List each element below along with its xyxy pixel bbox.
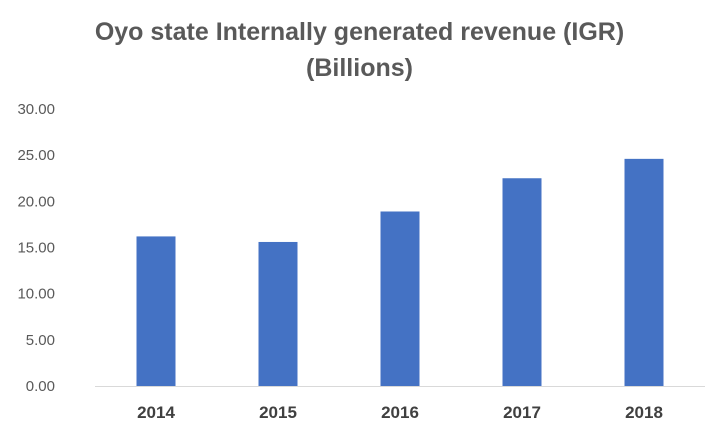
bar	[136, 236, 176, 386]
chart-title-line-2: (Billions)	[306, 54, 413, 82]
y-tick-label: 20.00	[17, 193, 55, 210]
y-tick-label: 10.00	[17, 286, 55, 303]
chart-title: Oyo state Internally generated revenue (…	[0, 14, 719, 86]
x-category-label: 2016	[381, 403, 419, 422]
y-tick-label: 0.00	[26, 378, 55, 395]
y-tick-label: 25.00	[17, 147, 55, 164]
y-tick-label: 5.00	[26, 332, 55, 349]
bar	[624, 158, 664, 386]
x-category-label: 2017	[503, 403, 541, 422]
y-tick-label: 30.00	[17, 101, 55, 118]
chart-title-line-1: Oyo state Internally generated revenue (…	[94, 18, 625, 46]
bar	[502, 178, 542, 386]
y-tick-label: 15.00	[17, 240, 55, 257]
bar	[380, 211, 420, 386]
x-category-label: 2018	[625, 403, 663, 422]
x-category-label: 2014	[137, 403, 175, 422]
bar	[258, 241, 298, 386]
x-category-label: 2015	[259, 403, 297, 422]
